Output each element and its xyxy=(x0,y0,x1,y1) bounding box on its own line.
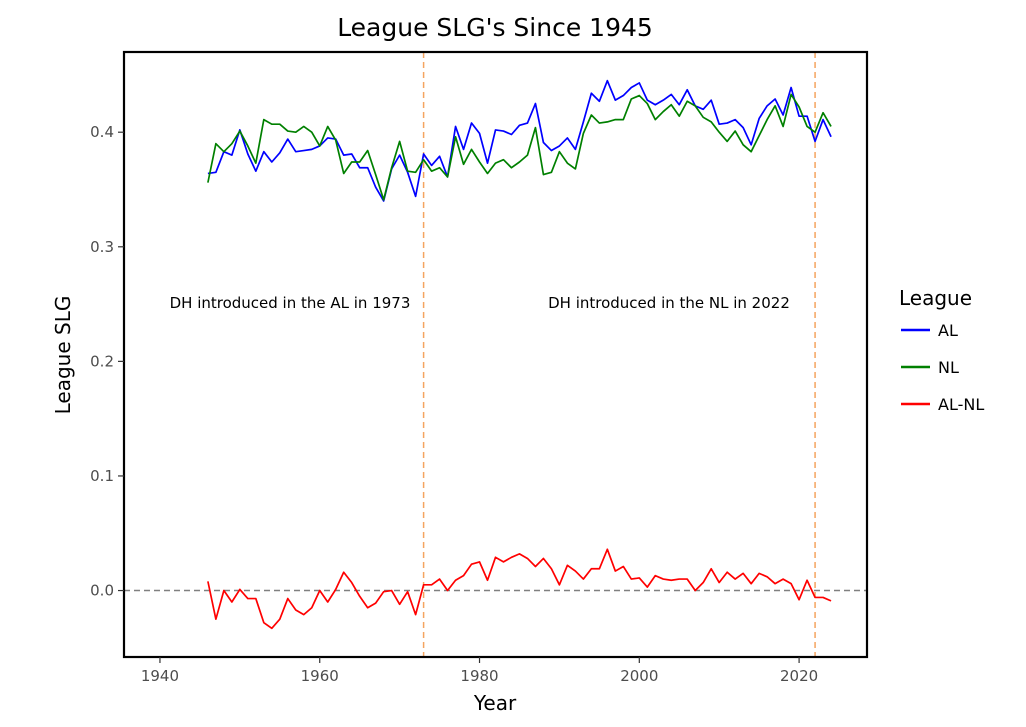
x-axis: 1940 1960 1980 2000 2020 xyxy=(141,657,818,685)
y-axis-label: League SLG xyxy=(51,296,75,415)
x-tick-label: 1940 xyxy=(141,667,179,685)
x-axis-label: Year xyxy=(473,691,517,715)
legend: League AL NL AL-NL xyxy=(899,286,984,414)
series-line-al xyxy=(207,79,832,202)
x-tick-label: 1980 xyxy=(460,667,498,685)
annotation-al-dh: DH introduced in the AL in 1973 xyxy=(170,294,411,312)
y-tick-label: 0.0 xyxy=(90,582,114,600)
x-tick-label: 1960 xyxy=(301,667,339,685)
legend-label: NL xyxy=(938,358,959,377)
legend-label: AL xyxy=(938,321,958,340)
legend-label: AL-NL xyxy=(938,395,984,414)
plot-frame xyxy=(122,50,869,659)
annotation-nl-dh: DH introduced in the NL in 2022 xyxy=(548,294,790,312)
y-tick-label: 0.3 xyxy=(90,238,114,256)
reference-lines xyxy=(124,52,867,657)
x-tick-label: 2000 xyxy=(620,667,658,685)
series-layer xyxy=(207,79,832,630)
series-line-al-nl xyxy=(207,548,832,630)
y-axis: 0.0 0.1 0.2 0.3 0.4 xyxy=(90,123,124,600)
x-tick-label: 2020 xyxy=(780,667,818,685)
legend-title: League xyxy=(899,286,972,310)
y-tick-label: 0.2 xyxy=(90,352,114,370)
chart-title: League SLG's Since 1945 xyxy=(337,13,653,42)
y-tick-label: 0.4 xyxy=(90,123,114,141)
series-line-nl xyxy=(207,93,832,201)
y-tick-label: 0.1 xyxy=(90,467,114,485)
